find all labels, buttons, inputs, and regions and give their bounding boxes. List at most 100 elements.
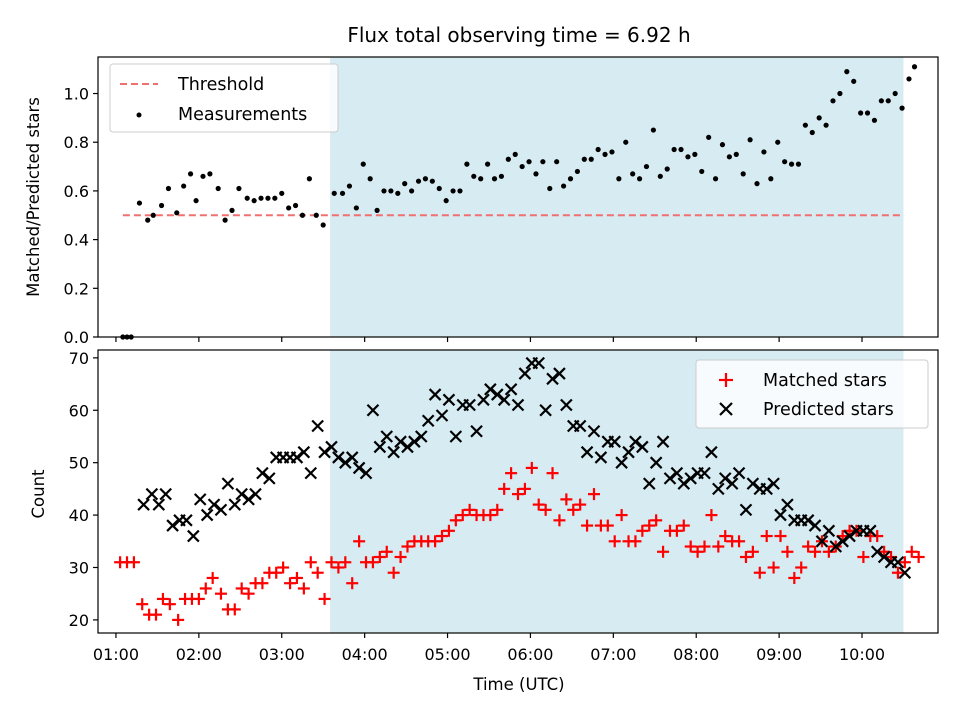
measurement-point: [292, 202, 299, 209]
measurement-point: [588, 156, 594, 162]
predicted-star-point: [767, 477, 780, 490]
measurement-point: [136, 200, 143, 206]
predicted-star-point: [332, 451, 345, 464]
measurement-point: [906, 76, 912, 82]
predicted-star-point: [843, 529, 856, 543]
measurement-point: [181, 183, 187, 189]
matched-star-point: [809, 545, 822, 558]
predicted-star-point: [137, 498, 150, 511]
measurement-point: [215, 185, 221, 192]
legend-matched-label: Matched stars: [763, 371, 887, 391]
predicted-star-point: [629, 435, 642, 448]
measurement-point: [272, 195, 278, 201]
measurement-point: [788, 161, 795, 167]
predicted-star-point: [297, 445, 311, 459]
measurement-point: [339, 190, 346, 196]
predicted-star-point: [718, 472, 732, 485]
measurement-point: [367, 176, 373, 182]
matched-star-point: [505, 467, 518, 480]
matched-star-point: [525, 461, 538, 474]
predicted-star-point: [401, 440, 414, 454]
matched-star-point: [581, 519, 594, 532]
measurement-point: [200, 173, 206, 179]
matched-star-point: [691, 545, 704, 558]
measurement-point: [650, 127, 656, 133]
measurement-point: [664, 166, 670, 172]
matched-star-point: [539, 503, 552, 516]
measurement-point: [533, 171, 539, 177]
matched-star-point: [318, 592, 331, 605]
bottom-y-tick-label: 60: [69, 401, 89, 420]
bottom-x-ticks: 01:00 02:00 03:00 04:00 05:00 06:00 07:00 08:00…: [93, 633, 885, 664]
predicted-star-point: [228, 498, 242, 511]
matched-star-point: [629, 535, 642, 548]
measurement-point: [320, 222, 326, 228]
matched-star-point: [518, 482, 531, 495]
predicted-star-point: [263, 472, 276, 485]
matched-star-point: [739, 551, 752, 564]
top-y-tick-label: 0.8: [64, 133, 89, 152]
predicted-star-point: [373, 440, 387, 454]
top-panel: 0.0 0.2 0.4 0.6 0.8 1.0 Flux total observing …: [24, 23, 939, 347]
predicted-star-point: [539, 403, 552, 417]
measurement-point: [360, 161, 366, 167]
matched-star-point: [650, 514, 663, 527]
measurement-point: [643, 163, 650, 170]
measurement-point: [775, 139, 781, 145]
measurement-point: [547, 185, 553, 192]
measurement-point: [636, 176, 643, 182]
matched-star-point: [912, 551, 925, 564]
predicted-star-point: [463, 398, 476, 412]
predicted-star-point: [408, 435, 421, 448]
matched-star-point: [498, 482, 511, 495]
measurement-point: [911, 64, 918, 70]
bottom-y-tick-label: 40: [69, 506, 89, 525]
matched-star-point: [746, 545, 759, 558]
chart-title: Flux total observing time = 6.92 h: [347, 23, 690, 47]
measurement-point: [193, 198, 199, 204]
predicted-star-point: [387, 445, 400, 459]
measurement-point: [306, 176, 312, 182]
measurement-point: [464, 161, 470, 167]
matched-star-point: [463, 503, 476, 516]
measurement-point: [450, 188, 456, 194]
matched-star-point: [802, 540, 815, 553]
bottom-x-tick-label: 10:00: [839, 645, 885, 664]
measurement-point: [864, 110, 871, 116]
matched-star-point: [192, 592, 205, 605]
measurement-point: [699, 168, 705, 175]
measurement-point: [844, 69, 850, 75]
top-legend-box: [109, 63, 339, 133]
matched-star-point: [608, 535, 621, 548]
matched-star-point: [199, 582, 212, 595]
measurement-point: [795, 161, 802, 167]
predicted-star-point: [546, 372, 559, 386]
predicted-star-point: [152, 498, 166, 511]
measurement-point: [623, 139, 629, 145]
matched-star-point: [567, 503, 580, 516]
measurement-point: [692, 151, 698, 157]
matched-star-point: [760, 530, 773, 543]
matched-star-point: [150, 608, 163, 621]
matched-star-point: [546, 467, 559, 480]
top-y-tick-label: 0.6: [64, 182, 89, 201]
predicted-star-point: [242, 493, 255, 506]
top-axes-frame: [97, 56, 939, 338]
matched-stars-points: [114, 461, 925, 626]
measurement-point: [505, 156, 511, 162]
bottom-y-axis-label: Count: [29, 469, 48, 519]
measurement-point: [858, 110, 864, 116]
matched-star-point: [767, 561, 780, 574]
predicted-star-point: [642, 477, 656, 490]
predicted-star-point: [200, 508, 214, 522]
bottom-y-tick-label: 50: [69, 454, 89, 473]
predicted-star-point: [684, 472, 697, 485]
matched-star-point: [553, 514, 566, 527]
matched-star-point: [380, 545, 393, 558]
predicted-star-point: [705, 445, 718, 459]
measurement-point: [519, 163, 525, 170]
predicted-star-point: [532, 356, 546, 370]
predicted-star-point: [470, 424, 483, 438]
matched-star-point: [214, 587, 227, 600]
predicted-star-point: [670, 466, 684, 480]
